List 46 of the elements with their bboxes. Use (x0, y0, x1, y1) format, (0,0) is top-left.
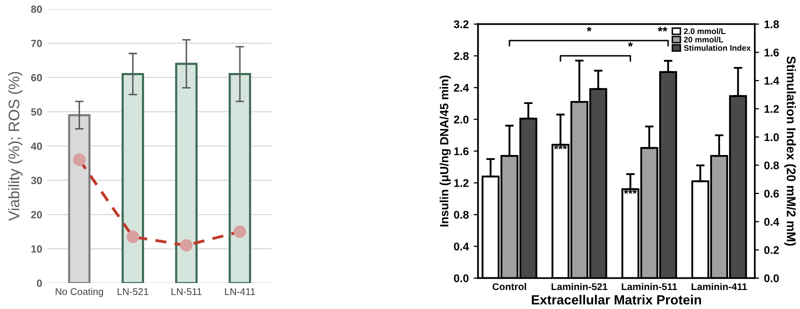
x-tick-label: Laminin-411 (692, 282, 747, 290)
y-tick-label: 80 (31, 5, 42, 13)
y-tick-label: 50 (31, 108, 42, 116)
x-tick-label: Control (492, 282, 526, 290)
y2-tick-label: 1.0 (764, 133, 779, 142)
annotation: ** (658, 26, 668, 32)
x-tick-label: LN-411 (225, 288, 255, 295)
y2-tick-label: 1.8 (764, 20, 779, 28)
annotation: * (628, 42, 633, 47)
y-tick-label: 0.8 (454, 210, 469, 219)
y2-tick-label: 0.6 (764, 190, 779, 198)
annotation: * (586, 26, 592, 32)
y-axis-title: Insulin (μU/ng DNA/45 min) (440, 76, 451, 226)
x-axis-title: Extracellular Matrix Protein (532, 294, 702, 304)
y-tick-label: 0 (36, 280, 42, 287)
y-tick-label: 20 (31, 211, 42, 218)
y-tick-label: 1.6 (454, 147, 469, 156)
y2-tick-label: 0.4 (764, 218, 780, 226)
x-tick-label: LN-511 (172, 288, 202, 296)
y2-tick-label: 0.0 (764, 274, 779, 282)
y2-axis-title: Stimulation Index (20 mM/2 mM) (784, 56, 796, 246)
legend-label: Stimulation Index (684, 44, 751, 51)
y-tick-label: 10 (31, 245, 42, 253)
y-tick-label: 40 (30, 142, 42, 150)
y2-tick-label: 0.8 (764, 161, 779, 170)
y2-tick-label: 1.6 (764, 48, 779, 56)
y-tick-label: 0.4 (454, 242, 469, 250)
legend-label: 2.0 mmol/L (684, 28, 726, 34)
y-tick-label: 1.2 (454, 179, 469, 187)
y-tick-label: 3.2 (454, 20, 469, 28)
y2-tick-label: 1.2 (764, 105, 779, 113)
y-axis-title: Viability (%); ROS (%) (8, 72, 22, 221)
x-tick-label: Laminin-521 (552, 282, 608, 290)
x-tick-label: Laminin-511 (622, 282, 678, 290)
y2-tick-label: 1.4 (764, 76, 780, 85)
y-tick-label: 0.0 (454, 274, 469, 282)
y-tick-label: 2.4 (454, 84, 469, 92)
legend-label: 20 mmol/L (684, 36, 724, 43)
y-tick-label: 70 (31, 40, 42, 48)
y-tick-label: 30 (30, 176, 42, 184)
y2-tick-label: 0.2 (764, 246, 779, 254)
y-tick-label: 2.0 (454, 116, 469, 124)
y-tick-label: 2.8 (454, 52, 469, 60)
y-tick-label: 60 (31, 74, 42, 82)
x-tick-label: LN-521 (118, 288, 148, 296)
x-tick-label: No Coating (56, 288, 104, 297)
